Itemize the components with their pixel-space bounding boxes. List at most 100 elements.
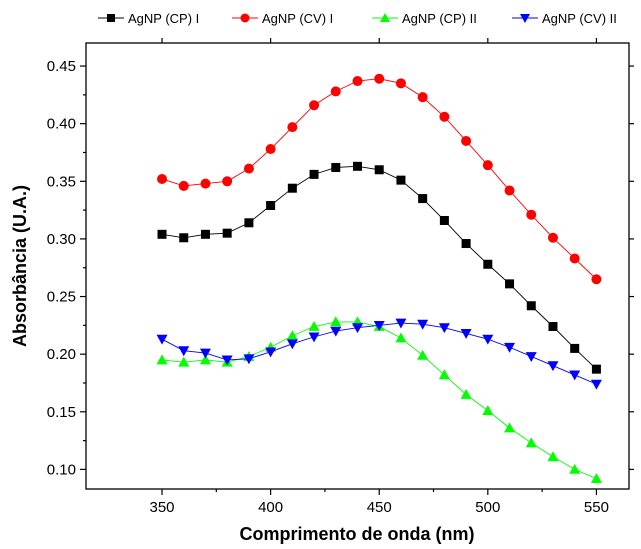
series-3 [156,316,602,484]
data-point-triangle-down [199,348,211,359]
x-tick-label: 450 [367,499,392,516]
data-point-circle [178,180,189,191]
x-axis-ticks: 350 400 450 500 550 [150,38,609,516]
data-point-circle [374,73,385,84]
data-point-triangle-down [482,334,494,345]
data-point-triangle-down [569,370,581,381]
series-line [161,165,597,370]
data-point-circle [330,86,341,97]
legend: AgNP (CP) I AgNP (CV) I AgNP (CP) II AgNP (… [98,11,617,26]
data-point-circle [265,144,276,155]
data-point-circle [395,78,406,89]
data-point-square [222,228,232,238]
data-point-triangle-down [221,355,233,366]
data-point-circle [504,185,515,196]
data-point-triangle-up [525,437,537,448]
x-tick-label: 500 [475,499,500,516]
data-point-square [309,169,319,179]
data-point-circle [157,173,168,184]
y-tick-label: 0.35 [47,173,76,190]
data-point-circle [222,176,233,187]
data-point-circle [569,253,580,264]
data-point-triangle-down [286,339,298,350]
data-point-triangle-down [504,342,516,353]
legend-label: AgNP (CV) II [542,11,617,26]
series-layer [156,73,602,484]
data-point-circle [461,135,472,146]
data-point-square [287,183,297,193]
data-point-triangle-up [395,332,407,343]
data-point-circle [287,122,298,133]
x-tick-label: 350 [150,499,175,516]
data-point-square [353,161,362,171]
data-point-circle [482,160,493,171]
y-tick-label: 0.10 [47,461,76,478]
legend-label: AgNP (CV) I [262,11,333,26]
legend-item-3: AgNP (CP) II [372,11,477,26]
legend-item-4: AgNP (CV) II [512,11,617,26]
data-point-triangle-down [395,318,407,329]
data-point-triangle-up [380,13,390,22]
data-point-square [439,215,449,225]
x-axis-title: Comprimento de onda (nm) [240,524,475,544]
data-point-square [483,259,493,269]
data-point-triangle-down [243,354,255,365]
data-point-triangle-down [156,334,168,345]
data-point-triangle-down [520,14,530,23]
data-point-triangle-up [482,405,494,416]
data-point-triangle-down [330,326,342,337]
y-axis-title: Absorbância (U.A.) [10,185,30,347]
data-point-triangle-up [330,316,342,327]
data-point-circle [439,111,450,122]
legend-item-2: AgNP (CV) I [232,11,333,26]
series-line [161,321,597,480]
data-point-square [179,233,189,243]
y-tick-label: 0.45 [47,58,76,75]
series-4 [156,318,602,390]
data-point-triangle-down [308,332,320,343]
data-point-triangle-down [525,352,537,362]
y-tick-label: 0.40 [47,116,76,133]
data-point-square [331,162,341,172]
data-point-square [374,165,384,175]
data-point-triangle-up [460,388,472,399]
data-point-square [526,301,536,311]
data-point-square [548,322,558,332]
legend-label: AgNP (CP) II [402,11,477,26]
data-point-circle [591,274,602,285]
data-point-triangle-up [308,321,320,331]
data-point-triangle-down [438,323,450,334]
data-point-square [200,229,210,239]
data-point-triangle-up [569,463,581,474]
data-point-triangle-down [373,320,385,331]
data-point-triangle-down [460,329,472,339]
data-point-circle [200,178,211,189]
data-point-square [591,364,601,374]
data-point-square [418,194,428,204]
data-point-triangle-up [178,356,190,367]
data-point-circle [526,209,537,220]
data-point-square [266,200,276,210]
data-point-triangle-down [178,346,190,357]
y-tick-label: 0.25 [47,289,76,306]
legend-label: AgNP (CP) I [128,11,199,26]
plot-frame [85,42,630,490]
data-point-circle [243,163,254,174]
data-point-triangle-down [547,361,559,372]
data-point-triangle-up [417,349,429,360]
data-point-circle [547,232,558,243]
data-point-circle [240,13,250,23]
series-1 [157,161,601,374]
data-point-square [505,279,515,289]
x-tick-label: 550 [584,499,609,516]
data-point-square [107,14,115,22]
legend-item-1: AgNP (CP) I [98,11,199,26]
data-point-circle [309,100,320,111]
data-point-triangle-up [547,451,559,462]
data-point-circle [352,76,363,87]
data-point-circle [417,92,428,103]
data-point-triangle-up [156,354,168,365]
data-point-triangle-down [352,323,363,334]
data-point-square [244,218,254,228]
